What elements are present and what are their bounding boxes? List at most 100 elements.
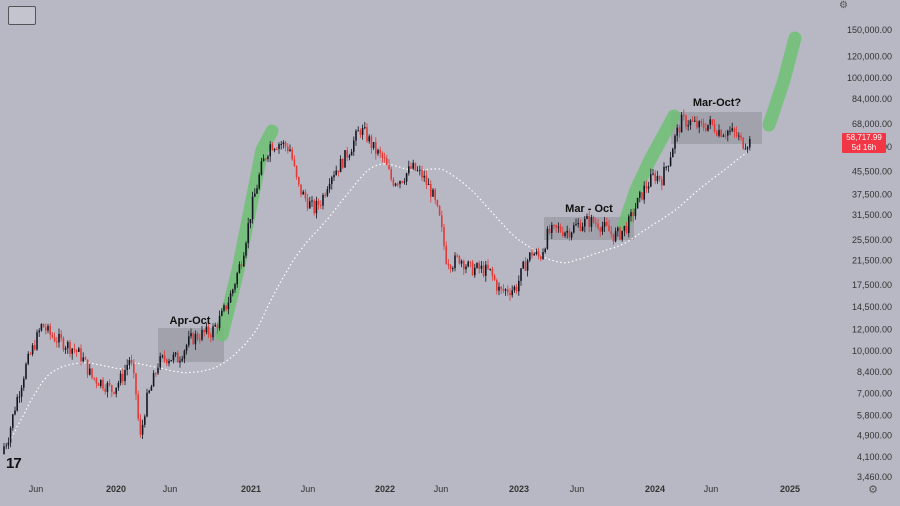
- candle-body: [168, 361, 170, 364]
- y-tick-label: 12,000.00: [852, 325, 892, 335]
- candle-body: [357, 130, 359, 132]
- candle-body: [731, 128, 733, 131]
- settings-icon[interactable]: ⚙: [839, 0, 848, 11]
- candle-body: [566, 230, 568, 233]
- gear-icon[interactable]: ⚙: [868, 484, 878, 496]
- candle-body: [346, 150, 348, 158]
- candle-body: [100, 379, 102, 386]
- candle-body: [179, 360, 181, 363]
- candle-body: [113, 391, 115, 394]
- candle-body: [361, 127, 364, 135]
- candle-body: [166, 359, 168, 364]
- candle-body: [133, 362, 135, 374]
- y-tick-label: 31,500.00: [852, 210, 892, 220]
- candle-body: [260, 161, 263, 175]
- candle-body: [383, 157, 386, 159]
- candle-body: [58, 333, 60, 343]
- candle-body: [390, 169, 392, 180]
- candle-body: [119, 373, 122, 383]
- candle-body: [500, 286, 502, 289]
- y-tick-label: 84,000.00: [852, 94, 892, 104]
- candle-body: [278, 144, 280, 149]
- candle-body: [234, 284, 236, 290]
- candle-body: [573, 225, 575, 233]
- candle-body: [617, 227, 619, 232]
- candle-body: [282, 142, 285, 145]
- candle-body: [738, 135, 740, 137]
- candle-body: [636, 197, 639, 209]
- candle-body: [456, 255, 458, 257]
- candle-body: [447, 263, 450, 266]
- candle-body: [20, 387, 23, 397]
- candle-body: [603, 221, 606, 227]
- moving-average-line: [3, 150, 751, 447]
- highlight-2024-rally: [617, 109, 681, 232]
- candle-body: [49, 325, 51, 335]
- candle-body: [702, 123, 705, 129]
- y-tick-label: 5,800.00: [857, 411, 892, 421]
- candle-body: [326, 189, 329, 196]
- candle-body: [34, 345, 36, 350]
- candle-body: [267, 156, 269, 160]
- candle-body: [471, 262, 474, 276]
- candle-body: [355, 130, 357, 141]
- candle-body: [320, 204, 322, 206]
- candle-body: [9, 427, 12, 443]
- candle-body: [144, 416, 146, 425]
- candle-body: [36, 332, 38, 350]
- candle-body: [509, 292, 511, 296]
- candle-body: [221, 310, 223, 316]
- candle-body: [353, 140, 355, 152]
- candle-body: [592, 217, 595, 223]
- candle-body: [247, 223, 249, 243]
- candle-body: [139, 418, 142, 435]
- candle-body: [588, 215, 590, 227]
- candle-body: [749, 138, 751, 148]
- chart-toggle-button[interactable]: [8, 6, 36, 25]
- y-tick-label: 68,000.00: [852, 119, 892, 129]
- candle-body: [56, 341, 58, 343]
- candle-body: [667, 165, 670, 167]
- candle-body: [192, 333, 194, 345]
- candle-body: [724, 135, 727, 137]
- candle-body: [713, 124, 716, 132]
- candle-body: [643, 185, 645, 200]
- candle-body: [339, 159, 342, 173]
- candle-body: [111, 385, 113, 392]
- candle-body: [665, 166, 667, 168]
- candle-body: [535, 251, 538, 254]
- candle-body: [23, 378, 25, 388]
- candle-body: [544, 248, 546, 253]
- candle-body: [335, 170, 337, 176]
- candle-body: [225, 305, 227, 310]
- candle-body: [529, 252, 531, 261]
- candle-body: [623, 225, 626, 231]
- candle-body: [584, 218, 586, 227]
- candle-body: [80, 348, 82, 362]
- candle-body: [229, 293, 232, 303]
- candle-body: [445, 245, 447, 264]
- candle-body: [680, 114, 683, 133]
- candle-body: [298, 176, 300, 185]
- candle-body: [438, 205, 441, 216]
- candle-body: [443, 227, 445, 246]
- candle-body: [218, 315, 221, 329]
- candle-body: [128, 359, 131, 365]
- candle-body: [350, 151, 353, 156]
- candle-body: [658, 175, 661, 180]
- candle-body: [29, 353, 32, 355]
- candle-body: [300, 184, 302, 195]
- candle-body: [511, 290, 513, 296]
- candle-body: [170, 360, 172, 362]
- annotation-label: Apr-Oct: [170, 315, 211, 327]
- candle-body: [126, 364, 128, 370]
- candle-body: [716, 131, 718, 136]
- candle-body: [86, 359, 89, 375]
- candle-body: [720, 129, 722, 137]
- candle-body: [47, 325, 49, 331]
- candle-body: [652, 173, 654, 175]
- candle-body: [467, 261, 469, 267]
- candle-body: [51, 334, 54, 337]
- candle-body: [289, 149, 291, 152]
